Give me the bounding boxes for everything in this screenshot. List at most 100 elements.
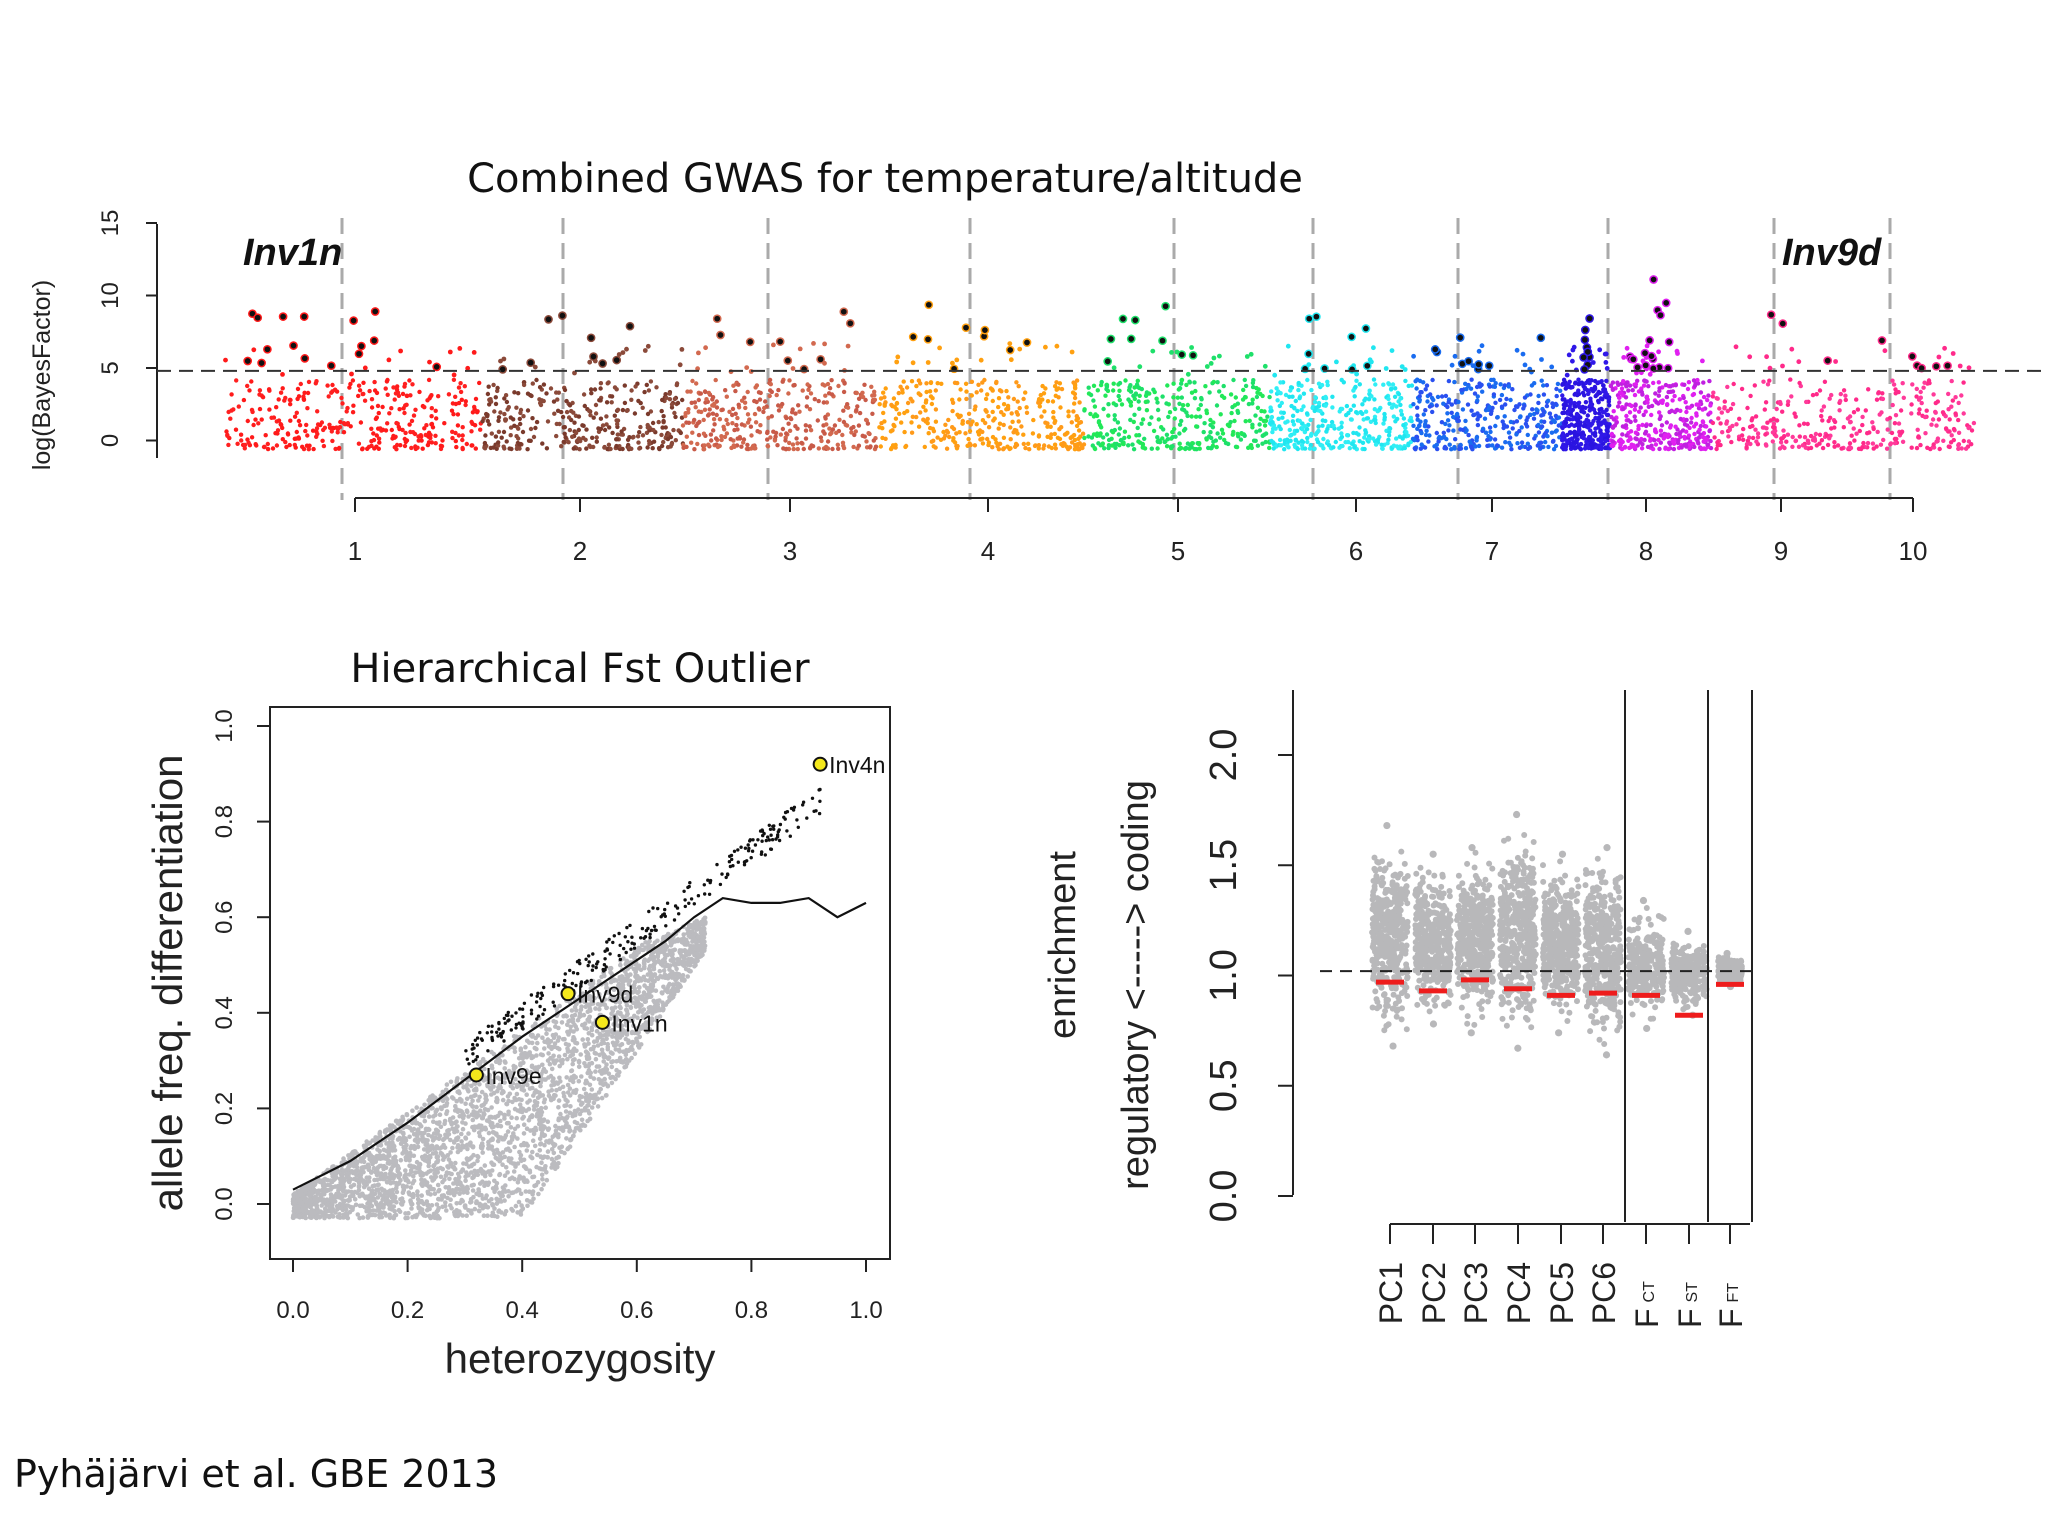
gwas-point	[376, 436, 382, 441]
gwas-point	[407, 378, 412, 383]
gwas-point	[1076, 428, 1082, 433]
gwas-point	[1446, 400, 1451, 405]
gwas-point	[986, 425, 992, 430]
gwas-point	[963, 381, 969, 386]
gwas-point	[1077, 441, 1083, 446]
gwas-point	[650, 420, 656, 426]
gwas-point	[1078, 420, 1084, 425]
gwas-point	[1602, 419, 1607, 425]
gwas-point	[1202, 421, 1207, 426]
gwas-point	[1806, 440, 1811, 446]
gwas-point	[351, 403, 356, 408]
gwas-point	[426, 434, 431, 439]
gwas-point	[1250, 384, 1256, 390]
gwas-point	[560, 414, 566, 420]
gwas-point	[1641, 383, 1647, 388]
gwas-point	[1217, 389, 1222, 394]
gwas-point	[1684, 417, 1689, 423]
fst-point	[407, 1134, 412, 1140]
gwas-point	[1841, 388, 1847, 393]
gwas-point	[1677, 397, 1683, 402]
gwas-point	[702, 407, 708, 412]
gwas-point	[1262, 423, 1268, 428]
gwas-point	[1843, 393, 1848, 398]
gwas-point	[804, 395, 810, 400]
gwas-point	[1076, 446, 1081, 452]
fst-point	[414, 1105, 420, 1110]
fst-point	[410, 1108, 415, 1113]
fst-point	[480, 1150, 486, 1155]
gwas-point	[1574, 440, 1579, 445]
gwas-point	[1519, 440, 1525, 445]
gwas-point	[1211, 439, 1216, 444]
gwas-point	[483, 433, 488, 438]
gwas-point	[1961, 438, 1967, 444]
gwas-point	[1422, 445, 1428, 450]
gwas-point	[229, 392, 234, 397]
gwas-point	[1058, 405, 1063, 410]
gwas-point	[748, 424, 754, 429]
gwas-point	[1193, 414, 1199, 419]
gwas-point	[1624, 433, 1629, 438]
gwas-point	[1043, 386, 1048, 391]
gwas-point	[624, 408, 630, 413]
gwas-point	[1942, 345, 1947, 351]
gwas-point	[482, 440, 488, 446]
gwas-point	[1596, 398, 1601, 404]
gwas-point	[1570, 347, 1576, 353]
gwas-point	[741, 440, 746, 445]
gwas-point	[1126, 443, 1131, 448]
gwas-point	[1698, 390, 1704, 395]
gwas-point	[1827, 436, 1832, 441]
gwas-point	[1154, 396, 1159, 401]
gwas-point	[1745, 405, 1750, 411]
gwas-point	[1296, 387, 1301, 393]
gwas-point	[1666, 389, 1671, 395]
gwas-point	[1691, 378, 1697, 383]
gwas-point	[590, 435, 595, 440]
fst-point	[513, 1203, 519, 1209]
gwas-point	[745, 412, 751, 417]
gwas-point	[665, 436, 671, 442]
gwas-point	[677, 362, 683, 368]
gwas-point	[834, 430, 839, 435]
gwas-point	[1493, 400, 1498, 405]
gwas-point	[369, 439, 374, 444]
gwas-point	[548, 386, 554, 391]
gwas-point	[807, 407, 813, 412]
gwas-point	[1586, 389, 1591, 395]
gwas-point	[673, 438, 678, 443]
fst-point	[556, 1105, 561, 1110]
gwas-point	[456, 385, 462, 390]
gwas-point	[871, 438, 876, 443]
gwas-point	[1451, 428, 1456, 433]
gwas-point	[1092, 404, 1098, 409]
gwas-point	[1278, 380, 1283, 385]
gwas-point	[314, 426, 320, 431]
fst-point	[498, 1118, 503, 1124]
gwas-point	[849, 426, 854, 431]
gwas-point	[633, 384, 638, 389]
gwas-point	[1086, 434, 1091, 439]
gwas-point	[372, 388, 378, 393]
gwas-point	[1714, 396, 1719, 401]
gwas-point	[1522, 395, 1528, 400]
gwas-point	[637, 446, 642, 451]
gwas-point	[808, 391, 814, 396]
gwas-point	[457, 346, 463, 351]
gwas-point	[1673, 383, 1679, 388]
gwas-point	[997, 421, 1003, 426]
gwas-point	[685, 389, 690, 394]
gwas-point	[1744, 445, 1749, 450]
gwas-outlier-point	[1304, 349, 1313, 359]
gwas-point	[1670, 398, 1675, 403]
gwas-point	[1784, 439, 1789, 444]
gwas-point	[1184, 445, 1189, 451]
gwas-point	[1549, 364, 1555, 370]
gwas-point	[780, 401, 785, 407]
gwas-point	[855, 404, 860, 409]
gwas-point	[245, 383, 250, 389]
gwas-point	[589, 391, 594, 396]
gwas-point	[790, 366, 796, 371]
